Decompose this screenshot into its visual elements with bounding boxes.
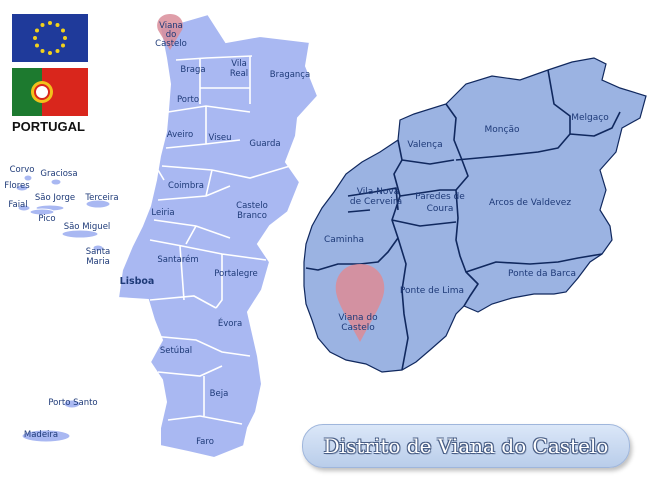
eu-star-icon [55,23,60,27]
municipality-labels: Melgaço Monção Valença Vila Nova de Cerv… [324,113,609,296]
label-evora: Évora [218,317,242,329]
pin-large-label-1: Viana do [338,313,378,323]
label-coimbra: Coimbra [168,181,204,191]
eu-star-icon [61,43,65,48]
eu-star-icon [40,49,45,53]
eu-star-icon [35,28,39,33]
label-flores: Flores [4,181,30,191]
label-vila-real-2: Real [230,69,248,79]
label-ponte-de-lima: Ponte de Lima [400,286,464,296]
eu-star-icon [35,43,39,48]
label-beja: Beja [210,389,229,399]
label-vila-nova-2: de Cerveira [350,197,402,207]
label-porto-santo: Porto Santo [48,398,97,408]
eu-star-icon [48,51,52,55]
label-castelo-branco-1: Castelo [236,201,268,211]
eu-star-icon [61,28,65,33]
label-braganca: Bragança [270,70,310,80]
eu-flag [12,14,88,62]
map-title-banner: Distrito de Viana do Castelo [302,424,630,468]
label-corvo: Corvo [10,165,35,175]
label-santa-maria-1: Santa [86,247,111,257]
pin-small-label-2: do [166,30,177,40]
large-location-pin: Viana do Castelo [335,264,385,342]
portugal-district-labels: Braga Vila Real Bragança Porto Aveiro Vi… [120,59,311,447]
label-setubal: Setúbal [160,346,192,356]
label-castelo-branco-2: Branco [237,211,267,221]
label-paredes-1: Paredes de [415,192,465,202]
pin-small-label-1: Viana [159,21,183,31]
label-arcos-de-valdevez: Arcos de Valdevez [489,198,571,208]
label-terceira: Terceira [84,193,118,203]
map-title: Distrito de Viana do Castelo [323,434,609,458]
eu-star-icon [55,49,60,53]
label-faro: Faro [196,437,214,447]
label-braga: Braga [180,65,205,75]
label-valenca: Valença [407,140,442,150]
label-ponte-da-barca: Ponte da Barca [508,269,576,279]
label-melgaco: Melgaço [571,113,609,123]
label-aveiro: Aveiro [167,130,193,140]
label-moncao: Monção [485,125,520,135]
label-porto: Porto [177,95,199,105]
eu-star-icon [40,23,45,27]
madeira-islands [21,399,81,443]
district-detail-map [303,57,647,373]
label-viseu: Viseu [208,133,231,143]
label-santa-maria-2: Maria [86,257,110,267]
label-caminha: Caminha [324,235,364,245]
portugal-flag [12,68,88,116]
label-paredes-2: Coura [427,204,454,214]
label-vila-nova-1: Vila Nova [357,187,399,197]
label-lisboa: Lisboa [120,276,155,287]
label-sao-jorge: São Jorge [35,193,75,203]
label-portalegre: Portalegre [214,269,258,279]
azores-islands [15,174,111,252]
island-labels: Corvo Graciosa Flores São Jorge Terceira… [4,165,118,440]
label-sao-miguel: São Miguel [64,222,111,232]
country-label: PORTUGAL [12,119,85,134]
portugal-mainland-map [116,12,320,460]
label-leiria: Leiria [151,208,174,218]
eu-star-icon [33,36,37,40]
label-pico: Pico [38,214,55,224]
eu-star-icon [48,21,52,25]
label-vila-real-1: Vila [231,59,247,69]
pin-large-label-2: Castelo [341,323,375,333]
label-faial: Faial [8,200,27,210]
label-guarda: Guarda [249,139,280,149]
label-santarem: Santarém [157,254,198,265]
eu-star-icon [63,36,67,40]
label-graciosa: Graciosa [40,169,77,179]
pin-small-label-3: Castelo [155,39,187,49]
small-location-pin: Viana do Castelo [155,14,187,50]
label-madeira: Madeira [24,430,58,440]
